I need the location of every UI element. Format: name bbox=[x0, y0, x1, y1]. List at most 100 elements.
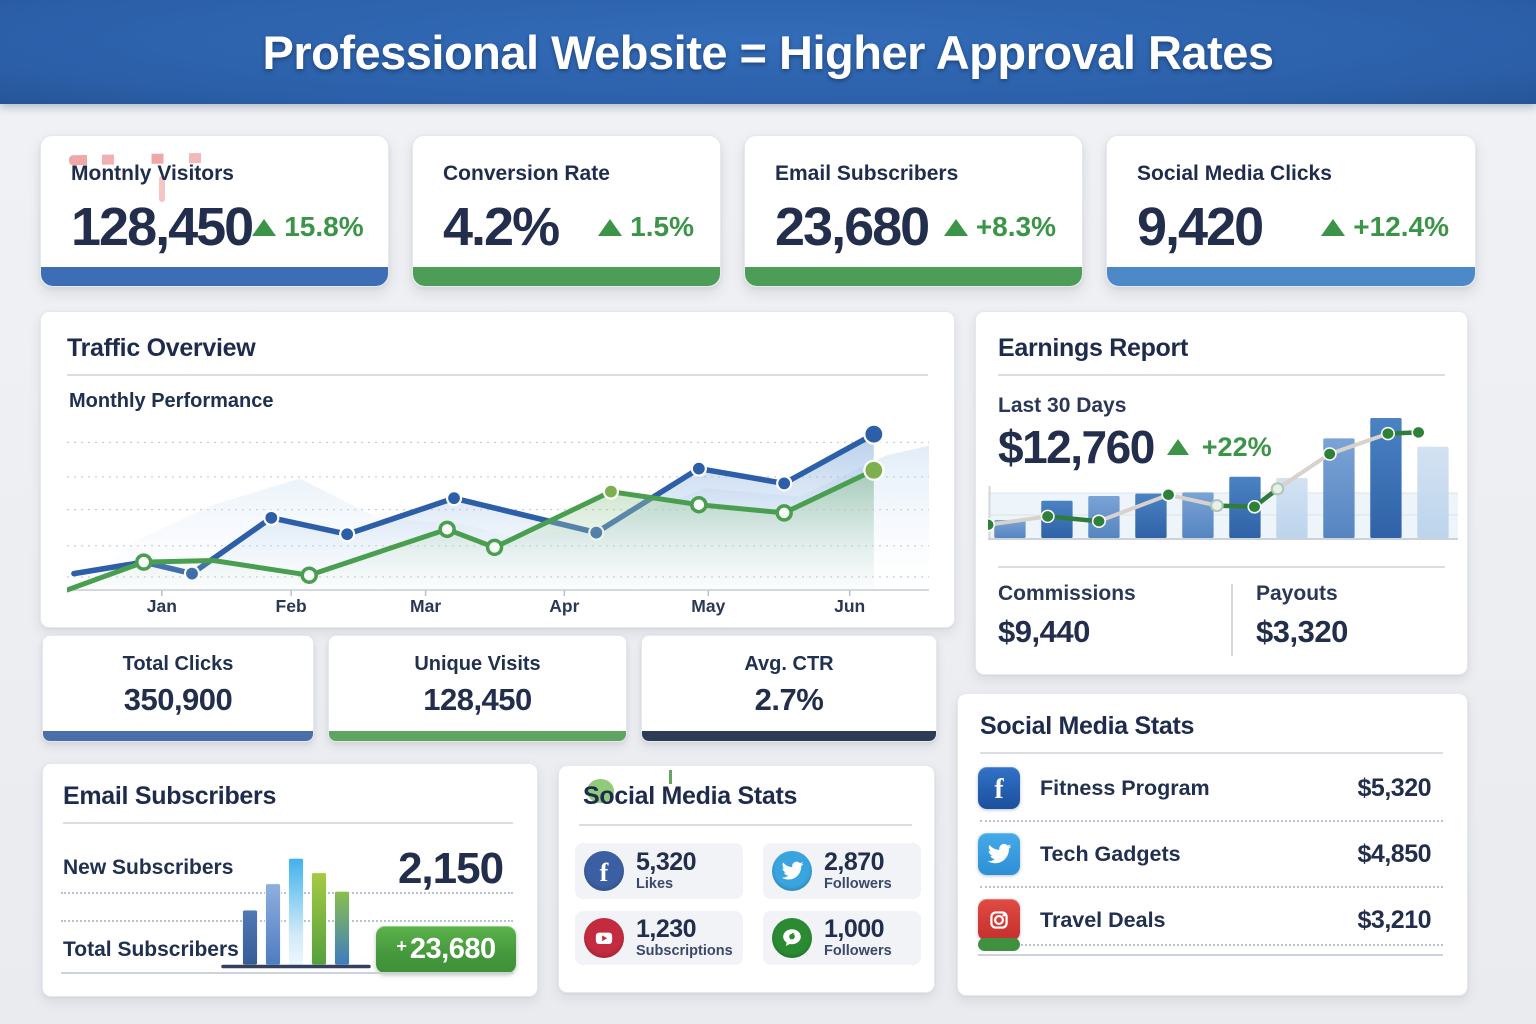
earnings-trend-dot bbox=[1091, 514, 1106, 528]
social-media-stats-panel: Social Media Stats 5,320 Likes 2,870 Fol… bbox=[558, 765, 935, 993]
social-tile-twitter[interactable]: 2,870 Followers bbox=[763, 843, 921, 899]
visitors-blue-dot bbox=[445, 490, 463, 507]
divider bbox=[67, 374, 928, 376]
mini-card-total-clicks[interactable]: Total Clicks 350,900 bbox=[42, 635, 314, 742]
twitter-icon bbox=[978, 833, 1020, 875]
earnings-amount: $12,760 bbox=[998, 421, 1155, 473]
social-tile-youtube[interactable]: 1,230 Subscriptions bbox=[575, 911, 743, 965]
email-bar bbox=[311, 872, 327, 966]
x-axis-label: Feb bbox=[276, 596, 307, 616]
kpi-label: Montnly Visitors bbox=[71, 162, 234, 185]
affiliate-row-tech-gadgets[interactable]: Tech Gadgets $4,850 bbox=[978, 828, 1443, 880]
kpi-delta: +8.3% bbox=[943, 211, 1060, 243]
row-divider bbox=[980, 944, 1443, 946]
divider bbox=[978, 954, 1443, 956]
visitors-blue-dot bbox=[263, 509, 280, 526]
affiliate-row-travel-deals[interactable]: Travel Deals $3,210 bbox=[978, 894, 1443, 946]
vertical-divider bbox=[1231, 584, 1233, 656]
social-tile-chat[interactable]: 1,000 Followers bbox=[763, 911, 921, 965]
mini-stats-row: Total Clicks 350,900 Unique Visits 128,4… bbox=[42, 635, 937, 742]
engagement-green-dot-open bbox=[438, 520, 456, 539]
artifact-green-dot bbox=[587, 779, 614, 803]
social-panel-title: Social Media Stats bbox=[583, 782, 798, 810]
affiliate-row-fitness-program[interactable]: Fitness Program $5,320 bbox=[978, 762, 1443, 814]
kpi-value-row: 23,680 +8.3% bbox=[775, 194, 1060, 260]
mini-card-value: 2.7% bbox=[754, 682, 824, 717]
engagement-green-dot-open bbox=[775, 504, 793, 522]
traffic-panel-title: Traffic Overview bbox=[67, 334, 256, 362]
plus-icon: + bbox=[396, 936, 407, 956]
x-axis-label: Jan bbox=[147, 596, 177, 616]
affiliate-row-label: Travel Deals bbox=[1040, 907, 1166, 932]
mini-card-label: Total Clicks bbox=[122, 653, 234, 675]
affiliate-row-value: $5,320 bbox=[1357, 773, 1432, 802]
engagement-green-dot-open bbox=[300, 566, 318, 584]
arrow-up-icon bbox=[1321, 218, 1346, 236]
traffic-overview-panel: Traffic Overview Monthly Performance Jan… bbox=[40, 311, 955, 628]
email-subscribers-bar-chart bbox=[221, 857, 371, 969]
divider bbox=[998, 374, 1445, 376]
divider bbox=[579, 824, 912, 826]
social-tile-text: 2,870 Followers bbox=[824, 850, 892, 892]
earnings-trend-dot-light bbox=[1270, 482, 1285, 496]
email-panel-title: Email Subscribers bbox=[63, 782, 277, 810]
kpi-value-row: 4.2% 1.5% bbox=[443, 194, 698, 260]
kpi-delta-value: 1.5% bbox=[630, 211, 694, 242]
commissions-block: Commissions $9,440 bbox=[998, 582, 1136, 650]
kpi-value-row: 128,450 15.8% bbox=[71, 194, 366, 260]
earnings-period-label: Last 30 Days bbox=[998, 394, 1127, 417]
artifact-red-mark bbox=[159, 176, 165, 202]
mini-card-value: 128,450 bbox=[423, 682, 532, 717]
earnings-trend-dot bbox=[1040, 509, 1055, 524]
email-bar bbox=[242, 909, 258, 966]
header-banner: Professional Website = Higher Approval R… bbox=[0, 0, 1536, 104]
email-bar bbox=[334, 890, 350, 966]
kpi-delta-value: +12.4% bbox=[1353, 211, 1449, 242]
kpi-accent-strip bbox=[745, 267, 1082, 286]
earnings-trend-dot-light bbox=[1210, 499, 1224, 513]
arrow-up-icon bbox=[252, 218, 277, 236]
kpi-value: 128,450 bbox=[71, 197, 254, 257]
visitors-blue-dot bbox=[690, 460, 707, 477]
engagement-green-dot bbox=[602, 483, 620, 500]
engagement-green-area bbox=[67, 470, 874, 590]
engagement-green-dot-open bbox=[134, 553, 153, 571]
x-axis-label: Apr bbox=[549, 596, 579, 616]
social-tile-label: Likes bbox=[636, 875, 674, 892]
mini-card-label: Avg. CTR bbox=[744, 653, 834, 675]
social-tile-label: Followers bbox=[824, 875, 892, 892]
x-axis-label: Jun bbox=[834, 596, 865, 616]
kpi-label: Social Media Clicks bbox=[1137, 162, 1332, 185]
earnings-amount-row: $12,760 +22% bbox=[998, 420, 1272, 474]
social-tile-value: 5,320 bbox=[636, 848, 697, 877]
mini-card-avg-ctr[interactable]: Avg. CTR 2.7% bbox=[641, 635, 937, 742]
x-axis-label: Mar bbox=[410, 596, 441, 616]
commissions-label: Commissions bbox=[998, 582, 1136, 605]
arrow-up-icon bbox=[598, 218, 623, 236]
affiliate-row-label: Fitness Program bbox=[1040, 775, 1210, 800]
earnings-bar bbox=[1323, 438, 1355, 538]
kpi-card-monthly-visitors[interactable]: Montnly Visitors 128,450 15.8% bbox=[40, 135, 389, 287]
kpi-accent-strip bbox=[41, 267, 388, 286]
mini-card-unique-visits[interactable]: Unique Visits 128,450 bbox=[328, 635, 627, 742]
chat-icon bbox=[772, 918, 812, 958]
kpi-value: 4.2% bbox=[443, 197, 560, 257]
social-tile-facebook[interactable]: 5,320 Likes bbox=[575, 843, 743, 899]
mini-card-label: Unique Visits bbox=[414, 653, 541, 675]
earnings-panel-title: Earnings Report bbox=[998, 334, 1188, 362]
kpi-row: Montnly Visitors 128,450 15.8% Conversio… bbox=[40, 135, 1476, 287]
kpi-card-email-subscribers[interactable]: Email Subscribers 23,680 +8.3% bbox=[744, 135, 1083, 287]
traffic-line-chart: Jan Feb Mar Apr May Jun bbox=[67, 423, 929, 616]
kpi-card-social-media-clicks[interactable]: Social Media Clicks 9,420 +12.4% bbox=[1106, 135, 1476, 287]
progress-stub bbox=[978, 938, 1020, 951]
mini-card-accent-strip bbox=[43, 731, 313, 741]
kpi-delta: +12.4% bbox=[1321, 211, 1453, 243]
social-media-earnings-panel: Social Media Stats Fitness Program $5,32… bbox=[957, 693, 1468, 996]
earnings-trend-dot bbox=[1247, 500, 1262, 514]
total-subscribers-value: 23,680 bbox=[409, 933, 496, 965]
traffic-chart-subtitle: Monthly Performance bbox=[69, 390, 274, 412]
total-subscribers-badge: + 23,680 bbox=[376, 926, 516, 973]
gridline bbox=[61, 892, 513, 894]
earnings-report-panel: Earnings Report Last 30 Days $12,760 +22… bbox=[975, 311, 1468, 675]
kpi-card-conversion-rate[interactable]: Conversion Rate 4.2% 1.5% bbox=[412, 135, 721, 287]
